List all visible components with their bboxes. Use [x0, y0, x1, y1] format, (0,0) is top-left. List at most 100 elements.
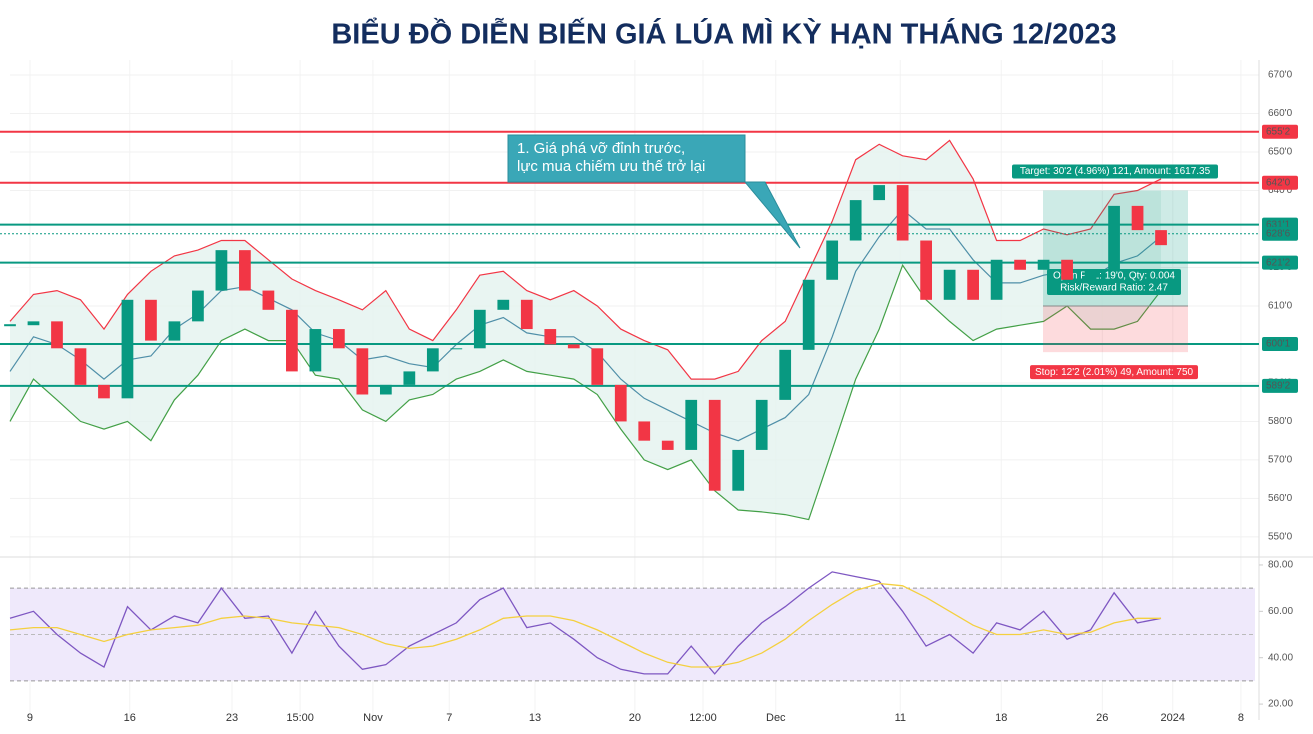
level-label: 589'2 [1266, 380, 1291, 391]
candle [145, 299, 157, 341]
candle [732, 449, 745, 491]
candle [873, 185, 886, 201]
candle [990, 259, 1003, 300]
candle [192, 290, 204, 322]
candle [98, 384, 110, 399]
candle [755, 399, 768, 450]
y-tick-label: 80.00 [1268, 560, 1293, 571]
candle [426, 348, 439, 372]
x-tick-label: 2024 [1161, 712, 1185, 724]
pnl-tag [1047, 268, 1181, 295]
stop-label: Stop: 12'2 (2.01%) 49, Amount: 750 [1035, 367, 1194, 378]
candle [27, 321, 40, 326]
level-tag [1262, 226, 1298, 241]
candle [567, 344, 580, 349]
candle [591, 348, 604, 385]
x-tick-label: Nov [363, 712, 383, 724]
stop-tag [1030, 365, 1198, 380]
x-tick-label: 8 [1238, 712, 1244, 724]
candle [849, 200, 862, 241]
candle [520, 299, 533, 330]
candle [1155, 230, 1167, 246]
x-tick-label: 18 [995, 712, 1007, 724]
candle [614, 384, 627, 422]
x-tick-label: 11 [895, 712, 906, 724]
level-tag [1262, 378, 1298, 393]
candle [356, 348, 369, 395]
y-tick-label: 640'0 [1268, 185, 1293, 196]
candle [802, 279, 815, 350]
candle [1037, 259, 1050, 270]
x-tick-label: 12:00 [689, 712, 717, 724]
y-tick-label: 570'0 [1268, 455, 1293, 466]
level-label: 642'0 [1266, 177, 1291, 188]
candle [685, 399, 698, 450]
level-label: 621'2 [1266, 257, 1291, 268]
x-tick-label: 23 [226, 712, 238, 724]
level-label: 631'1 [1266, 219, 1291, 230]
x-tick-label: Dec [766, 712, 786, 724]
level-tag [1262, 336, 1298, 351]
candle [450, 348, 463, 350]
candle [1084, 269, 1097, 280]
candle [544, 329, 557, 345]
y-tick-label: 660'0 [1268, 108, 1293, 119]
annotation-text: lực mua chiếm ưu thế trở lại [517, 158, 705, 175]
stop-zone [1043, 305, 1188, 353]
x-tick-label: 13 [529, 712, 541, 724]
level-label: 600'1 [1266, 339, 1291, 350]
candle [638, 421, 651, 441]
level-tag [1262, 175, 1298, 190]
candle [309, 329, 322, 372]
rr-label: Risk/Reward Ratio: 2.47 [1060, 283, 1168, 294]
candle [943, 269, 956, 300]
candle [896, 185, 909, 241]
band-upper [9, 139, 1162, 380]
y-tick-label: 650'0 [1268, 147, 1293, 158]
candle [215, 250, 228, 291]
y-tick-label: 20.00 [1268, 699, 1293, 710]
candle [286, 309, 298, 372]
candle [967, 269, 979, 300]
y-tick-label: 550'0 [1268, 532, 1293, 543]
x-tick-label: 9 [27, 712, 33, 724]
level-label: 628'6 [1266, 228, 1291, 239]
y-tick-label: 610'0 [1268, 301, 1293, 312]
candle [661, 440, 674, 450]
candle [473, 309, 486, 349]
candle [332, 329, 345, 349]
candle [779, 349, 792, 400]
x-tick-label: 20 [629, 712, 641, 724]
candle [708, 399, 721, 491]
candle [920, 240, 933, 300]
target-label: Target: 30'2 (4.96%) 121, Amount: 1617.3… [1020, 166, 1211, 177]
candle [121, 299, 134, 399]
candle [4, 324, 16, 327]
target-tag [1012, 164, 1218, 179]
y-tick-label: 40.00 [1268, 652, 1293, 663]
y-tick-label: 580'0 [1268, 416, 1293, 427]
candle [1131, 205, 1144, 231]
candle [168, 321, 181, 341]
callout [507, 134, 801, 249]
candle [497, 299, 510, 310]
rsi-line [9, 571, 1162, 675]
chart-title: BIỂU ĐỒ DIỄN BIẾN GIÁ LÚA MÌ KỲ HẠN THÁN… [331, 17, 1116, 51]
candle [1014, 259, 1026, 270]
pnl-label: Open P&L: 19'0, Qty: 0.004 [1053, 271, 1175, 282]
candle [1108, 205, 1120, 270]
x-tick-label: 16 [124, 712, 136, 724]
candle [51, 321, 63, 349]
band-fill [10, 140, 1161, 520]
x-tick-label: 7 [446, 712, 452, 724]
level-label: 655'2 [1266, 126, 1291, 137]
candle [262, 290, 275, 310]
x-tick-label: 15:00 [286, 712, 314, 724]
y-tick-label: 670'0 [1268, 70, 1293, 81]
candle [379, 384, 392, 395]
rsi-line [9, 582, 1161, 668]
candle [239, 250, 251, 291]
y-tick-label: 560'0 [1268, 493, 1293, 504]
candle [403, 371, 416, 385]
